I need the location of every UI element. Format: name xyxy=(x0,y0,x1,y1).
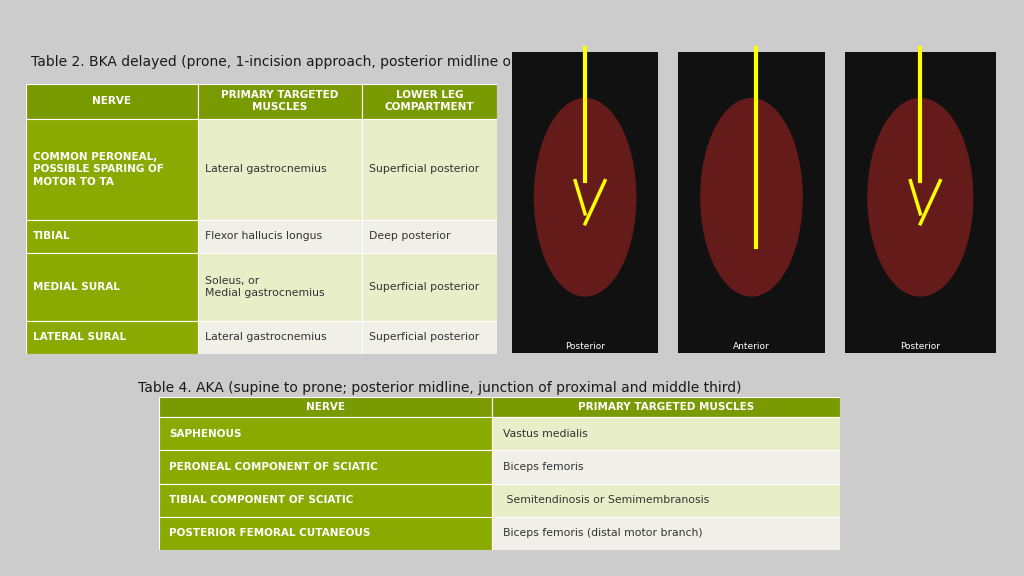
Ellipse shape xyxy=(867,98,974,297)
FancyBboxPatch shape xyxy=(26,219,198,253)
Text: Table 2. BKA delayed (prone, 1-incision approach, posterior midline only): Table 2. BKA delayed (prone, 1-incision … xyxy=(31,55,537,69)
Text: COMMON PERONEAL,
POSSIBLE SPARING OF
MOTOR TO TA: COMMON PERONEAL, POSSIBLE SPARING OF MOT… xyxy=(33,152,164,187)
Text: TIBIAL COMPONENT OF SCIATIC: TIBIAL COMPONENT OF SCIATIC xyxy=(169,495,353,505)
Text: MEDIAL SURAL: MEDIAL SURAL xyxy=(33,282,120,292)
Text: POSTERIOR FEMORAL CUTANEOUS: POSTERIOR FEMORAL CUTANEOUS xyxy=(169,529,371,539)
Text: LOWER LEG
COMPARTMENT: LOWER LEG COMPARTMENT xyxy=(385,90,474,112)
Text: Biceps femoris: Biceps femoris xyxy=(503,462,583,472)
FancyBboxPatch shape xyxy=(362,321,497,354)
FancyBboxPatch shape xyxy=(159,450,493,484)
FancyBboxPatch shape xyxy=(198,321,362,354)
FancyBboxPatch shape xyxy=(198,119,362,219)
Text: LATERAL SURAL: LATERAL SURAL xyxy=(33,332,126,342)
FancyBboxPatch shape xyxy=(362,84,497,119)
Text: Biceps femoris (distal motor branch): Biceps femoris (distal motor branch) xyxy=(503,529,702,539)
FancyBboxPatch shape xyxy=(198,253,362,321)
FancyBboxPatch shape xyxy=(493,417,840,450)
FancyBboxPatch shape xyxy=(26,321,198,354)
Text: Table 4. AKA (supine to prone; posterior midline, junction of proximal and middl: Table 4. AKA (supine to prone; posterior… xyxy=(138,381,741,395)
FancyBboxPatch shape xyxy=(493,484,840,517)
Text: Lateral gastrocnemius: Lateral gastrocnemius xyxy=(205,332,327,342)
FancyBboxPatch shape xyxy=(26,84,198,119)
Text: TIBIAL: TIBIAL xyxy=(33,232,71,241)
Text: Anterior: Anterior xyxy=(733,342,770,351)
Text: Posterior: Posterior xyxy=(565,342,605,351)
FancyBboxPatch shape xyxy=(493,450,840,484)
Ellipse shape xyxy=(700,98,803,297)
Text: PERONEAL COMPONENT OF SCIATIC: PERONEAL COMPONENT OF SCIATIC xyxy=(169,462,378,472)
Text: NERVE: NERVE xyxy=(92,96,131,106)
Text: NERVE: NERVE xyxy=(306,403,345,412)
Text: Posterior: Posterior xyxy=(900,342,940,351)
FancyBboxPatch shape xyxy=(512,52,658,353)
Ellipse shape xyxy=(534,98,636,297)
FancyBboxPatch shape xyxy=(159,484,493,517)
Text: PRIMARY TARGETED
MUSCLES: PRIMARY TARGETED MUSCLES xyxy=(221,90,339,112)
FancyBboxPatch shape xyxy=(159,517,493,550)
Text: Soleus, or
Medial gastrocnemius: Soleus, or Medial gastrocnemius xyxy=(205,276,325,298)
Text: Semitendinosis or Semimembranosis: Semitendinosis or Semimembranosis xyxy=(503,495,709,505)
Text: PRIMARY TARGETED MUSCLES: PRIMARY TARGETED MUSCLES xyxy=(578,403,754,412)
FancyBboxPatch shape xyxy=(198,219,362,253)
FancyBboxPatch shape xyxy=(493,517,840,550)
FancyBboxPatch shape xyxy=(198,84,362,119)
FancyBboxPatch shape xyxy=(159,397,493,417)
FancyBboxPatch shape xyxy=(493,397,840,417)
FancyBboxPatch shape xyxy=(26,119,198,219)
FancyBboxPatch shape xyxy=(678,52,824,353)
Text: Lateral gastrocnemius: Lateral gastrocnemius xyxy=(205,164,327,174)
Text: Vastus medialis: Vastus medialis xyxy=(503,429,588,439)
Text: Superficial posterior: Superficial posterior xyxy=(370,332,479,342)
FancyBboxPatch shape xyxy=(362,219,497,253)
Text: SAPHENOUS: SAPHENOUS xyxy=(169,429,242,439)
Text: Deep posterior: Deep posterior xyxy=(370,232,451,241)
FancyBboxPatch shape xyxy=(845,52,996,353)
FancyBboxPatch shape xyxy=(159,417,493,450)
FancyBboxPatch shape xyxy=(26,253,198,321)
FancyBboxPatch shape xyxy=(362,119,497,219)
Text: Superficial posterior: Superficial posterior xyxy=(370,282,479,292)
FancyBboxPatch shape xyxy=(362,253,497,321)
Text: Superficial posterior: Superficial posterior xyxy=(370,164,479,174)
Text: Flexor hallucis longus: Flexor hallucis longus xyxy=(205,232,322,241)
